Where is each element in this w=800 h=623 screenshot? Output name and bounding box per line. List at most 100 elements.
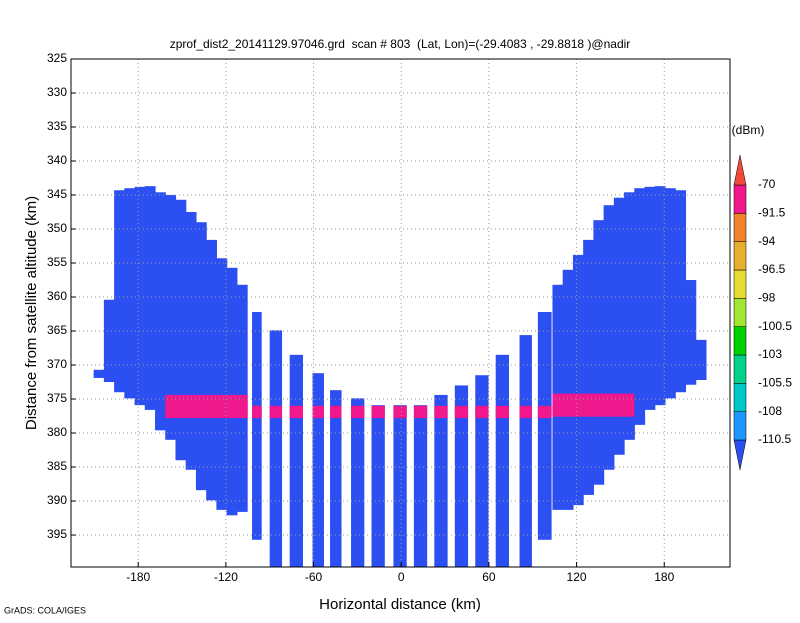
bright-band: [562, 393, 574, 417]
y-tick-label: 365: [47, 323, 67, 337]
bright-band: [434, 405, 448, 419]
beam: [93, 369, 105, 378]
x-axis-label: Horizontal distance (km): [319, 596, 481, 613]
bright-band: [289, 405, 303, 419]
beam: [593, 220, 605, 485]
bright-band: [593, 393, 605, 417]
beam: [144, 186, 156, 410]
beam: [124, 188, 136, 399]
bright-band: [572, 393, 584, 417]
beam: [393, 405, 407, 567]
y-tick-label: 335: [47, 119, 67, 133]
colorbar-label: -94: [758, 234, 776, 248]
beam: [351, 398, 365, 567]
colorbar-label: -91.5: [758, 206, 786, 220]
bright-band: [165, 394, 177, 419]
y-tick-label: 355: [47, 255, 67, 269]
beam: [330, 390, 342, 567]
bright-band: [330, 405, 342, 419]
bright-band: [226, 394, 238, 419]
colorbar-extension: [733, 154, 747, 186]
beam: [572, 254, 584, 506]
y-tick-label: 345: [47, 187, 67, 201]
bright-band: [552, 393, 564, 417]
x-tick-label: 60: [482, 570, 496, 584]
beam: [562, 269, 574, 510]
beam: [206, 239, 217, 501]
beam: [269, 330, 283, 567]
colorbar-cell: [733, 269, 747, 299]
beam: [175, 199, 187, 461]
beam: [134, 186, 146, 406]
bright-band: [216, 394, 228, 419]
x-tick-label: -120: [214, 570, 238, 584]
bright-band: [252, 405, 262, 419]
bright-band: [206, 394, 217, 419]
x-tick-label: -60: [305, 570, 323, 584]
colorbar-cell: [733, 383, 747, 412]
colorbar-cell: [733, 298, 747, 327]
bright-band: [413, 405, 428, 419]
beam: [475, 375, 489, 567]
y-tick-label: 350: [47, 221, 67, 235]
bright-band: [624, 393, 635, 417]
colorbar-label: -105.5: [758, 376, 792, 390]
bright-band: [371, 405, 385, 419]
beam: [675, 190, 687, 393]
beam: [634, 188, 646, 425]
beam: [519, 335, 532, 567]
beam: [252, 311, 262, 540]
beam: [165, 195, 177, 440]
beam: [644, 186, 656, 410]
y-tick-label: 325: [47, 51, 67, 65]
x-tick-label: -180: [126, 570, 150, 584]
beam: [664, 188, 676, 399]
beam: [195, 222, 207, 491]
colorbar-cell: [733, 326, 747, 356]
y-tick-label: 340: [47, 153, 67, 167]
colorbar-label: -103: [758, 347, 782, 361]
bright-band: [495, 405, 509, 419]
colorbar-cell: [733, 184, 747, 214]
colorbar-extension: [733, 439, 747, 471]
beam: [155, 192, 166, 431]
beam: [185, 212, 197, 470]
beam: [114, 190, 125, 393]
bright-band: [475, 405, 489, 419]
bright-band: [583, 393, 594, 417]
y-tick-label: 375: [47, 391, 67, 405]
colorbar-label: -108: [758, 404, 782, 418]
beam: [654, 186, 666, 406]
bright-band: [175, 394, 187, 419]
colorbar-label: -96.5: [758, 262, 786, 276]
y-tick-label: 390: [47, 493, 67, 507]
x-tick-label: 120: [567, 570, 587, 584]
colorbar-label: -100.5: [758, 319, 792, 333]
bright-band: [613, 393, 625, 417]
beam: [695, 339, 707, 380]
y-tick-label: 370: [47, 357, 67, 371]
bright-band: [519, 405, 532, 419]
beam: [454, 385, 469, 567]
field: [93, 186, 707, 567]
beam: [226, 267, 238, 516]
bright-band: [393, 405, 407, 419]
beam: [103, 299, 115, 383]
colorbar-label: -98: [758, 291, 776, 305]
footer: GrADS: COLA/IGES: [4, 605, 86, 615]
beam: [413, 405, 428, 567]
bright-band: [269, 405, 283, 419]
beam: [537, 311, 552, 540]
x-tick-label: 0: [398, 570, 405, 584]
plot-frame: [70, 58, 731, 568]
bright-band: [603, 393, 615, 417]
beam: [312, 373, 324, 567]
x-tick-label: 180: [654, 570, 674, 584]
bright-band: [537, 405, 552, 419]
colorbar-cell: [733, 354, 747, 384]
colorbar-cell: [733, 241, 747, 271]
bright-band: [351, 405, 365, 419]
colorbar-unit: (dBm): [732, 123, 765, 137]
bright-band: [185, 394, 197, 419]
